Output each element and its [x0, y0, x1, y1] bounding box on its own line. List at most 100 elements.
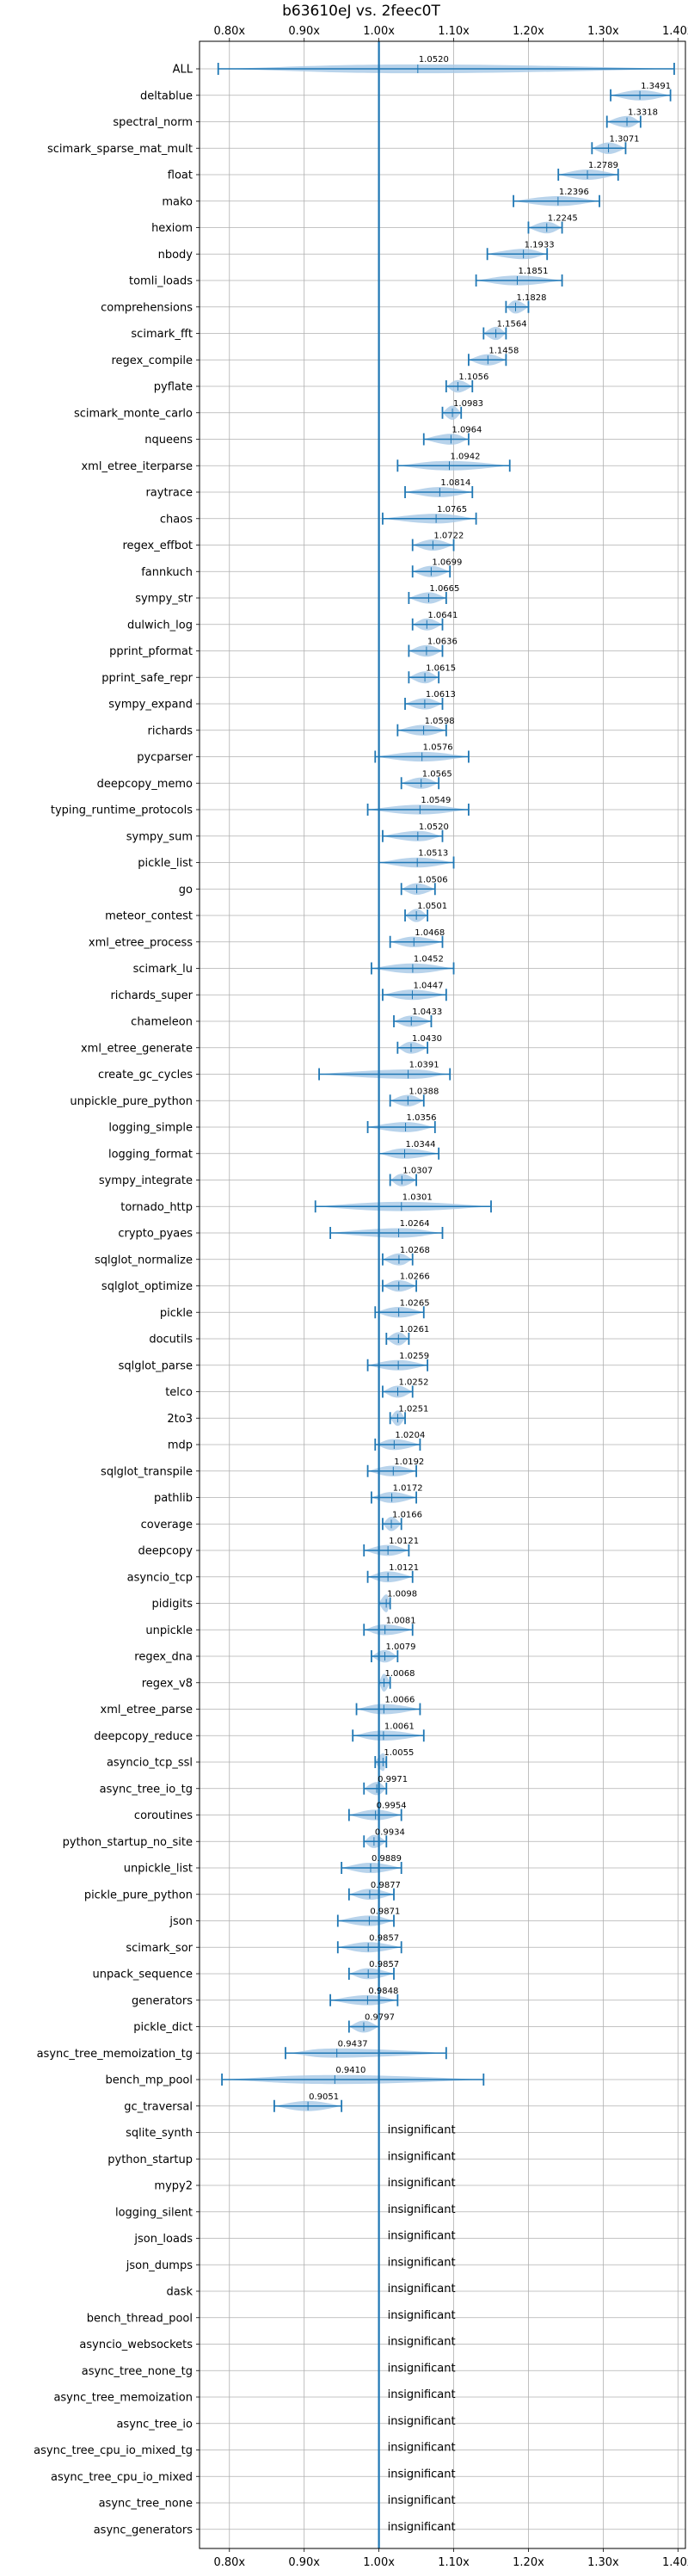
y-tick-label: xml_etree_generate [81, 1042, 193, 1055]
x-tick-label-top: 0.80x [213, 25, 245, 38]
mean-value-label: 1.0501 [417, 902, 447, 911]
mean-value-label: 1.0506 [418, 875, 448, 884]
y-tick-label: scimark_lu [133, 963, 193, 976]
mean-value-label: 1.0068 [385, 1669, 415, 1679]
x-tick-label-bottom: 1.00x [363, 2556, 395, 2569]
y-tick-label: pathlib [154, 1492, 193, 1505]
y-tick-label: raytrace [145, 487, 193, 500]
y-tick-label: tornado_http [120, 1201, 193, 1214]
insignificant-label: insignificant [388, 2442, 456, 2455]
y-tick-label: pidigits [152, 1598, 194, 1611]
y-tick-label: go [179, 884, 193, 897]
mean-value-label: 1.0615 [426, 663, 456, 673]
mean-value-label: 1.3071 [610, 134, 640, 144]
mean-value-label: 0.9051 [309, 2092, 339, 2102]
y-tick-label: async_tree_none [99, 2498, 193, 2511]
y-tick-label: docutils [149, 1334, 193, 1347]
y-tick-label: unpickle_pure_python [70, 1095, 193, 1108]
mean-value-label: 1.0636 [427, 638, 458, 647]
mean-value-label: 1.0344 [406, 1140, 436, 1149]
mean-value-label: 1.0520 [419, 823, 449, 832]
x-tick-label-bottom: 1.30x [587, 2556, 619, 2569]
mean-value-label: 1.0121 [389, 1537, 419, 1546]
y-tick-label: pickle [160, 1307, 193, 1320]
y-tick-label: sqlglot_parse [119, 1359, 193, 1372]
y-tick-label: xml_etree_iterparse [81, 460, 193, 473]
y-tick-label: comprehensions [101, 301, 193, 314]
mean-value-label: 1.1458 [488, 346, 519, 355]
y-tick-label: hexiom [151, 222, 193, 235]
mean-value-label: 1.0565 [422, 769, 452, 779]
y-tick-label: spectral_norm [113, 116, 193, 129]
category-labels: ALL 1.0520 deltablue 1.3491 spectral_norm 1.3… [34, 55, 671, 2536]
mean-value-label: 0.9934 [375, 1827, 405, 1837]
y-tick-label: sqlglot_optimize [101, 1280, 193, 1293]
mean-value-label: 1.1828 [517, 293, 547, 303]
y-tick-label: async_tree_io [116, 2418, 193, 2431]
y-tick-label: logging_simple [108, 1122, 193, 1135]
x-tick-label-top: 1.30x [587, 25, 619, 38]
y-tick-label: pyflate [154, 381, 193, 394]
x-tick-label-bottom: 1.10x [438, 2556, 470, 2569]
x-tick-label-top: 0.90x [288, 25, 320, 38]
mean-value-label: 0.9889 [372, 1854, 402, 1864]
y-tick-label: regex_dna [134, 1651, 193, 1664]
y-tick-label: pickle_dict [133, 2021, 193, 2034]
y-tick-label: nqueens [144, 434, 193, 447]
y-tick-label: typing_runtime_protocols [51, 804, 193, 817]
y-tick-label: async_tree_cpu_io_mixed_tg [34, 2444, 193, 2457]
mean-value-label: 1.0598 [425, 717, 455, 726]
mean-value-label: 1.0576 [423, 743, 453, 753]
mean-value-label: 1.0061 [384, 1722, 415, 1731]
mean-value-label: 1.0268 [400, 1246, 430, 1255]
y-tick-label: unpack_sequence [92, 1969, 193, 1981]
mean-value-label: 1.0252 [399, 1378, 429, 1388]
y-tick-label: scimark_fft [131, 328, 193, 341]
y-tick-label: async_tree_memoization [53, 2392, 193, 2405]
insignificant-label: insignificant [388, 2124, 456, 2137]
mean-value-label: 1.0204 [395, 1431, 425, 1440]
y-tick-label: unpickle_list [124, 1863, 193, 1876]
y-tick-label: gc_traversal [124, 2100, 193, 2113]
mean-value-label: 1.0964 [452, 426, 482, 435]
y-tick-label: python_startup_no_site [63, 1836, 193, 1849]
mean-value-label: 1.1564 [497, 320, 527, 330]
insignificant-label: insignificant [388, 2309, 456, 2322]
mean-value-label: 1.0433 [412, 1008, 442, 1017]
y-tick-label: pickle_pure_python [84, 1889, 193, 1901]
y-tick-label: ALL [173, 64, 194, 77]
mean-value-label: 1.0699 [432, 558, 462, 567]
mean-value-label: 0.9877 [371, 1881, 401, 1890]
x-tick-label-top: 1.10x [438, 25, 470, 38]
y-tick-label: bench_thread_pool [87, 2312, 193, 2325]
mean-value-label: 1.0166 [392, 1510, 422, 1519]
y-tick-label: sqlglot_transpile [101, 1465, 193, 1478]
mean-value-label: 1.2396 [559, 188, 589, 197]
y-tick-label: generators [132, 1994, 193, 2007]
y-tick-label: richards_super [110, 989, 193, 1002]
y-tick-label: async_tree_cpu_io_mixed [51, 2471, 193, 2484]
y-tick-label: deepcopy_reduce [94, 1730, 193, 1743]
mean-value-label: 1.0098 [387, 1590, 417, 1599]
x-tick-label-top: 1.40x [662, 25, 688, 38]
y-tick-label: json [169, 1915, 193, 1928]
mean-value-label: 1.0307 [402, 1167, 433, 1176]
mean-value-label: 1.0983 [453, 399, 483, 409]
y-tick-label: float [168, 169, 193, 182]
mean-value-label: 1.0055 [384, 1748, 414, 1758]
mean-value-label: 1.1056 [458, 373, 488, 382]
y-tick-label: mako [162, 195, 193, 208]
y-tick-label: telco [165, 1386, 193, 1399]
y-tick-label: regex_effbot [122, 539, 193, 552]
mean-value-label: 0.9971 [378, 1775, 408, 1784]
x-tick-label-top: 1.20x [513, 25, 544, 38]
mean-value-label: 1.0066 [384, 1696, 415, 1705]
y-tick-label: 2to3 [167, 1413, 193, 1426]
mean-value-label: 1.1933 [525, 240, 555, 250]
mean-value-label: 1.0722 [433, 532, 464, 541]
mean-value-label: 0.9797 [365, 2013, 395, 2023]
insignificant-label: insignificant [388, 2336, 456, 2349]
insignificant-label: insignificant [388, 2230, 456, 2243]
